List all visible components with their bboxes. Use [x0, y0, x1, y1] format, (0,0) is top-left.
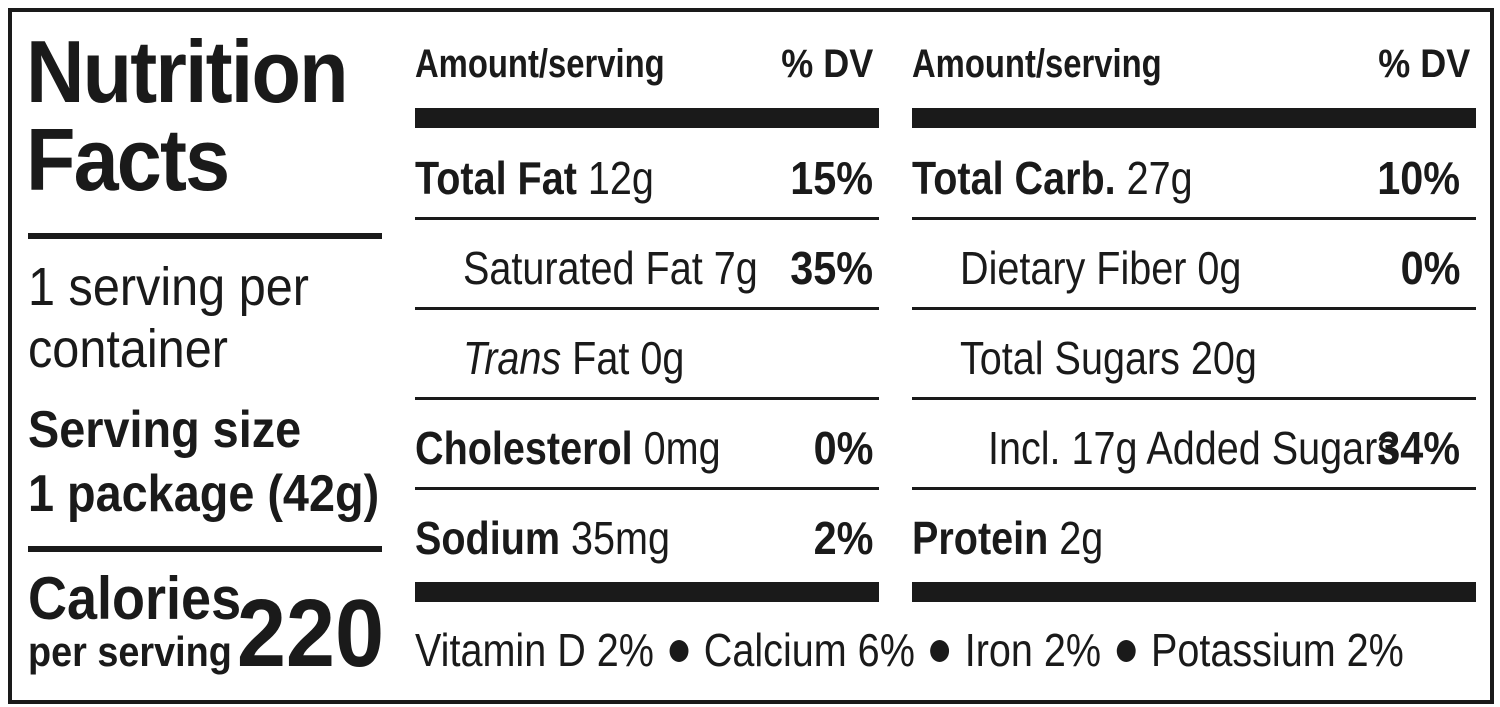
nutrient-row-protein: Protein 2g — [912, 508, 1476, 568]
nutrient-dv: 35% — [790, 242, 873, 294]
row-divider — [912, 217, 1476, 220]
nutrient-name: Dietary Fiber 0g — [960, 242, 1242, 294]
nutrient-name: Sodium — [415, 512, 561, 564]
header-amount: Amount/serving — [415, 42, 665, 86]
row-divider — [912, 487, 1476, 490]
nutrient-row-total-carb: Total Carb. 27g 10% — [912, 148, 1476, 208]
nutrient-row-saturated-fat: Saturated Fat 7g 35% — [415, 238, 879, 298]
nutrient-name: Total Carb. — [912, 152, 1116, 204]
title-line-1: Nutrition — [26, 22, 349, 121]
vitamins-minerals: Vitamin D 2% Calcium 6% Iron 2% Potassium 2… — [415, 620, 1404, 680]
calories-text: Calories — [28, 565, 242, 632]
nutrient-dv: 0% — [813, 422, 873, 474]
nutrient-name: Cholesterol — [415, 422, 633, 474]
label-title: Nutrition Facts — [26, 22, 349, 209]
iron: Iron 2% — [964, 624, 1102, 676]
header-amount: Amount/serving — [912, 42, 1162, 86]
row-divider — [415, 307, 879, 310]
row-divider — [912, 307, 1476, 310]
column-header: Amount/serving % DV — [415, 34, 879, 94]
nutrient-row-trans-fat: Trans Fat 0g — [415, 328, 879, 388]
bullet-icon — [669, 639, 689, 662]
nutrient-amount: 35mg — [571, 512, 671, 564]
thick-rule-right — [912, 108, 1476, 128]
nutrient-amount: 12g — [587, 152, 654, 204]
header-dv: % DV — [1377, 42, 1470, 86]
servings-line-1: 1 serving per — [28, 257, 309, 317]
column-header: Amount/serving % DV — [912, 34, 1476, 94]
serving-rule — [28, 546, 382, 552]
serving-size-label: Serving size — [28, 401, 302, 459]
nutrient-row-dietary-fiber: Dietary Fiber 0g 0% — [912, 238, 1476, 298]
nutrient-row-total-fat: Total Fat 12g 15% — [415, 148, 879, 208]
nutrient-name: Fat 0g — [572, 332, 685, 384]
nutrient-dv: 34% — [1377, 422, 1460, 474]
title-line-2: Facts — [26, 110, 230, 209]
nutrient-amount: 2g — [1059, 512, 1104, 564]
thick-rule-bottom-right — [912, 582, 1476, 602]
row-divider — [415, 217, 879, 220]
vitamin-d: Vitamin D 2% — [415, 624, 654, 676]
nutrient-row-total-sugars: Total Sugars 20g — [912, 328, 1476, 388]
calories-label: Calories per serving — [28, 565, 242, 676]
header-dv: % DV — [780, 42, 873, 86]
thick-rule-bottom-left — [415, 582, 879, 602]
nutrient-amount: 27g — [1126, 152, 1193, 204]
nutrient-row-added-sugars: Incl. 17g Added Sugars 34% — [912, 418, 1476, 478]
row-divider — [415, 397, 879, 400]
nutrient-row-cholesterol: Cholesterol 0mg 0% — [415, 418, 879, 478]
servings-per-container: 1 serving per container — [28, 256, 309, 380]
nutrient-amount: 0mg — [643, 422, 721, 474]
nutrient-dv: 10% — [1377, 152, 1460, 204]
serving-size-value: 1 package (42g) — [28, 465, 380, 523]
potassium: Potassium 2% — [1150, 624, 1404, 676]
calories-value: 220 — [236, 580, 384, 687]
calcium: Calcium 6% — [703, 624, 915, 676]
calories-per-serving: per serving — [28, 628, 232, 675]
nutrition-label — [8, 8, 1494, 704]
nutrient-row-sodium: Sodium 35mg 2% — [415, 508, 879, 568]
nutrient-dv: 2% — [813, 512, 873, 564]
servings-line-2: container — [28, 319, 228, 379]
thick-rule-left — [415, 108, 879, 128]
nutrient-name: Total Fat — [415, 152, 577, 204]
nutrient-dv: 15% — [790, 152, 873, 204]
title-rule — [28, 233, 382, 239]
nutrient-name-italic: Trans — [463, 332, 562, 384]
nutrient-name: Total Sugars 20g — [960, 332, 1257, 384]
nutrient-name: Protein — [912, 512, 1049, 564]
bullet-icon — [1116, 639, 1136, 662]
nutrient-dv: 0% — [1400, 242, 1460, 294]
bullet-icon — [930, 639, 950, 662]
row-divider — [912, 397, 1476, 400]
serving-size: Serving size 1 package (42g) — [28, 398, 379, 526]
nutrient-name: Saturated Fat 7g — [463, 242, 758, 294]
row-divider — [415, 487, 879, 490]
nutrient-name: Incl. 17g Added Sugars — [988, 422, 1398, 474]
